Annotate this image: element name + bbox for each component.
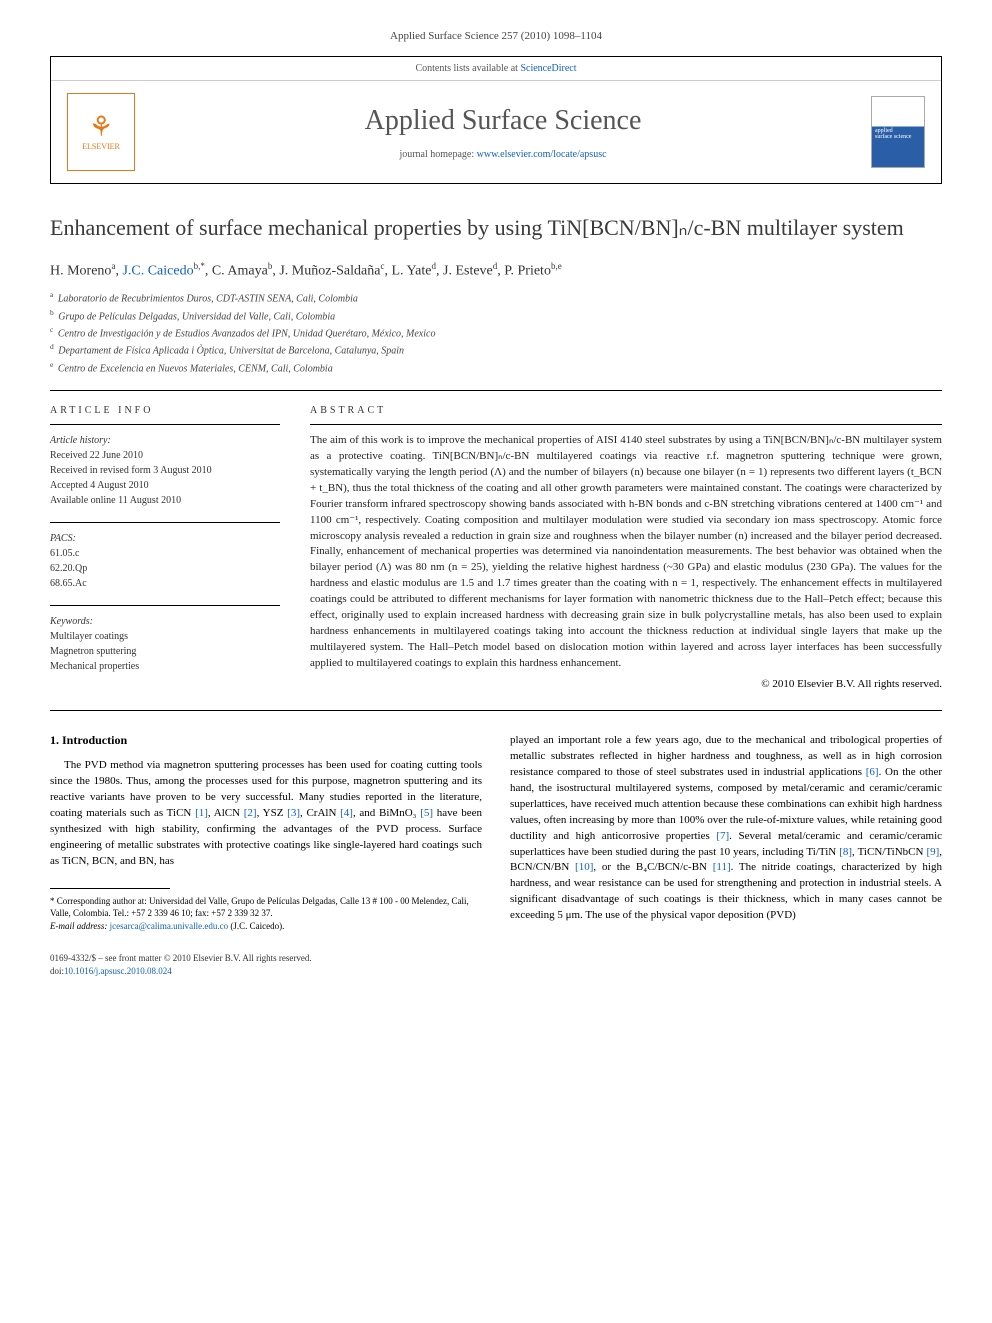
email-link[interactable]: jcesarca@calima.univalle.edu.co — [110, 921, 228, 931]
elsevier-logo: ⚘ ELSEVIER — [67, 93, 135, 171]
footnote-separator — [50, 888, 170, 889]
abstract-column: ABSTRACT The aim of this work is to impr… — [310, 405, 942, 690]
affiliation-line: c Centro de Investigación y de Estudios … — [50, 324, 942, 341]
pacs-code: 62.20.Qp — [50, 561, 280, 576]
abstract-heading: ABSTRACT — [310, 405, 942, 416]
cover-text-1: applied — [875, 128, 893, 134]
ref-link[interactable]: [11] — [713, 861, 731, 873]
intro-heading: 1. Introduction — [50, 733, 482, 748]
intro-paragraph-2: played an important role a few years ago… — [510, 733, 942, 924]
affiliations: a Laboratorio de Recubrimientos Duros, C… — [50, 289, 942, 376]
cover-text-2: surface science — [875, 134, 911, 140]
abstract-text: The aim of this work is to improve the m… — [310, 433, 942, 672]
article-history: Article history: Received 22 June 2010 R… — [50, 433, 280, 508]
journal-cover-thumbnail: appliedsurface science — [871, 96, 925, 168]
divider — [50, 710, 942, 711]
keyword: Magnetron sputtering — [50, 644, 280, 659]
history-heading: Article history: — [50, 433, 280, 448]
journal-title: Applied Surface Science — [135, 105, 871, 137]
ref-link[interactable]: [1] — [195, 807, 208, 819]
journal-reference: Applied Surface Science 257 (2010) 1098–… — [50, 30, 942, 42]
keywords-block: Keywords: Multilayer coatings Magnetron … — [50, 614, 280, 674]
journal-header-box: Contents lists available at ScienceDirec… — [50, 56, 942, 184]
keyword: Multilayer coatings — [50, 629, 280, 644]
ref-link[interactable]: [5] — [420, 807, 433, 819]
affiliation-line: a Laboratorio de Recubrimientos Duros, C… — [50, 289, 942, 306]
journal-homepage: journal homepage: www.elsevier.com/locat… — [135, 149, 871, 160]
history-line: Received in revised form 3 August 2010 — [50, 463, 280, 478]
body-column-right: played an important role a few years ago… — [510, 733, 942, 932]
ref-link[interactable]: [2] — [244, 807, 257, 819]
abstract-copyright: © 2010 Elsevier B.V. All rights reserved… — [310, 678, 942, 690]
contents-text: Contents lists available at — [415, 63, 520, 74]
affiliation-line: d Departament de Física Aplicada i Òptic… — [50, 341, 942, 358]
affiliation-line: e Centro de Excelencia en Nuevos Materia… — [50, 359, 942, 376]
affiliation-line: b Grupo de Películas Delgadas, Universid… — [50, 307, 942, 324]
ref-link[interactable]: [3] — [287, 807, 300, 819]
keywords-heading: Keywords: — [50, 614, 280, 629]
history-line: Accepted 4 August 2010 — [50, 478, 280, 493]
ref-link[interactable]: [9] — [926, 846, 939, 858]
doi-label: doi: — [50, 966, 64, 976]
ref-link[interactable]: [7] — [716, 830, 729, 842]
page-footer: 0169-4332/$ – see front matter © 2010 El… — [50, 952, 942, 977]
email-suffix: (J.C. Caicedo). — [228, 921, 284, 931]
ref-link[interactable]: [6] — [866, 766, 879, 778]
elsevier-tree-icon: ⚘ — [88, 114, 113, 142]
author-list: H. Morenoa, J.C. Caicedob,*, C. Amayab, … — [50, 261, 942, 280]
email-label: E-mail address: — [50, 921, 110, 931]
history-line: Available online 11 August 2010 — [50, 493, 280, 508]
article-info-heading: ARTICLE INFO — [50, 405, 280, 416]
doi-link[interactable]: 10.1016/j.apsusc.2010.08.024 — [64, 966, 172, 976]
ref-link[interactable]: [10] — [575, 861, 593, 873]
ref-link[interactable]: [4] — [340, 807, 353, 819]
homepage-link[interactable]: www.elsevier.com/locate/apsusc — [477, 149, 607, 160]
pacs-code: 61.05.c — [50, 546, 280, 561]
pacs-heading: PACS: — [50, 531, 280, 546]
history-line: Received 22 June 2010 — [50, 448, 280, 463]
contents-bar: Contents lists available at ScienceDirec… — [51, 57, 941, 81]
pacs-code: 68.65.Ac — [50, 576, 280, 591]
body-column-left: 1. Introduction The PVD method via magne… — [50, 733, 482, 932]
keyword: Mechanical properties — [50, 659, 280, 674]
corr-author-text: * Corresponding author at: Universidad d… — [50, 895, 482, 920]
intro-paragraph-1: The PVD method via magnetron sputtering … — [50, 758, 482, 870]
pacs-block: PACS: 61.05.c 62.20.Qp 68.65.Ac — [50, 531, 280, 591]
article-title: Enhancement of surface mechanical proper… — [50, 214, 942, 243]
divider — [50, 390, 942, 391]
elsevier-label: ELSEVIER — [82, 142, 120, 151]
article-info-column: ARTICLE INFO Article history: Received 2… — [50, 405, 280, 690]
sciencedirect-link[interactable]: ScienceDirect — [520, 63, 576, 74]
ref-link[interactable]: [8] — [839, 846, 852, 858]
issn-line: 0169-4332/$ – see front matter © 2010 El… — [50, 952, 942, 965]
corresponding-author-footnote: * Corresponding author at: Universidad d… — [50, 895, 482, 933]
homepage-prefix: journal homepage: — [399, 149, 476, 160]
author-link[interactable]: J.C. Caicedo — [122, 263, 193, 278]
